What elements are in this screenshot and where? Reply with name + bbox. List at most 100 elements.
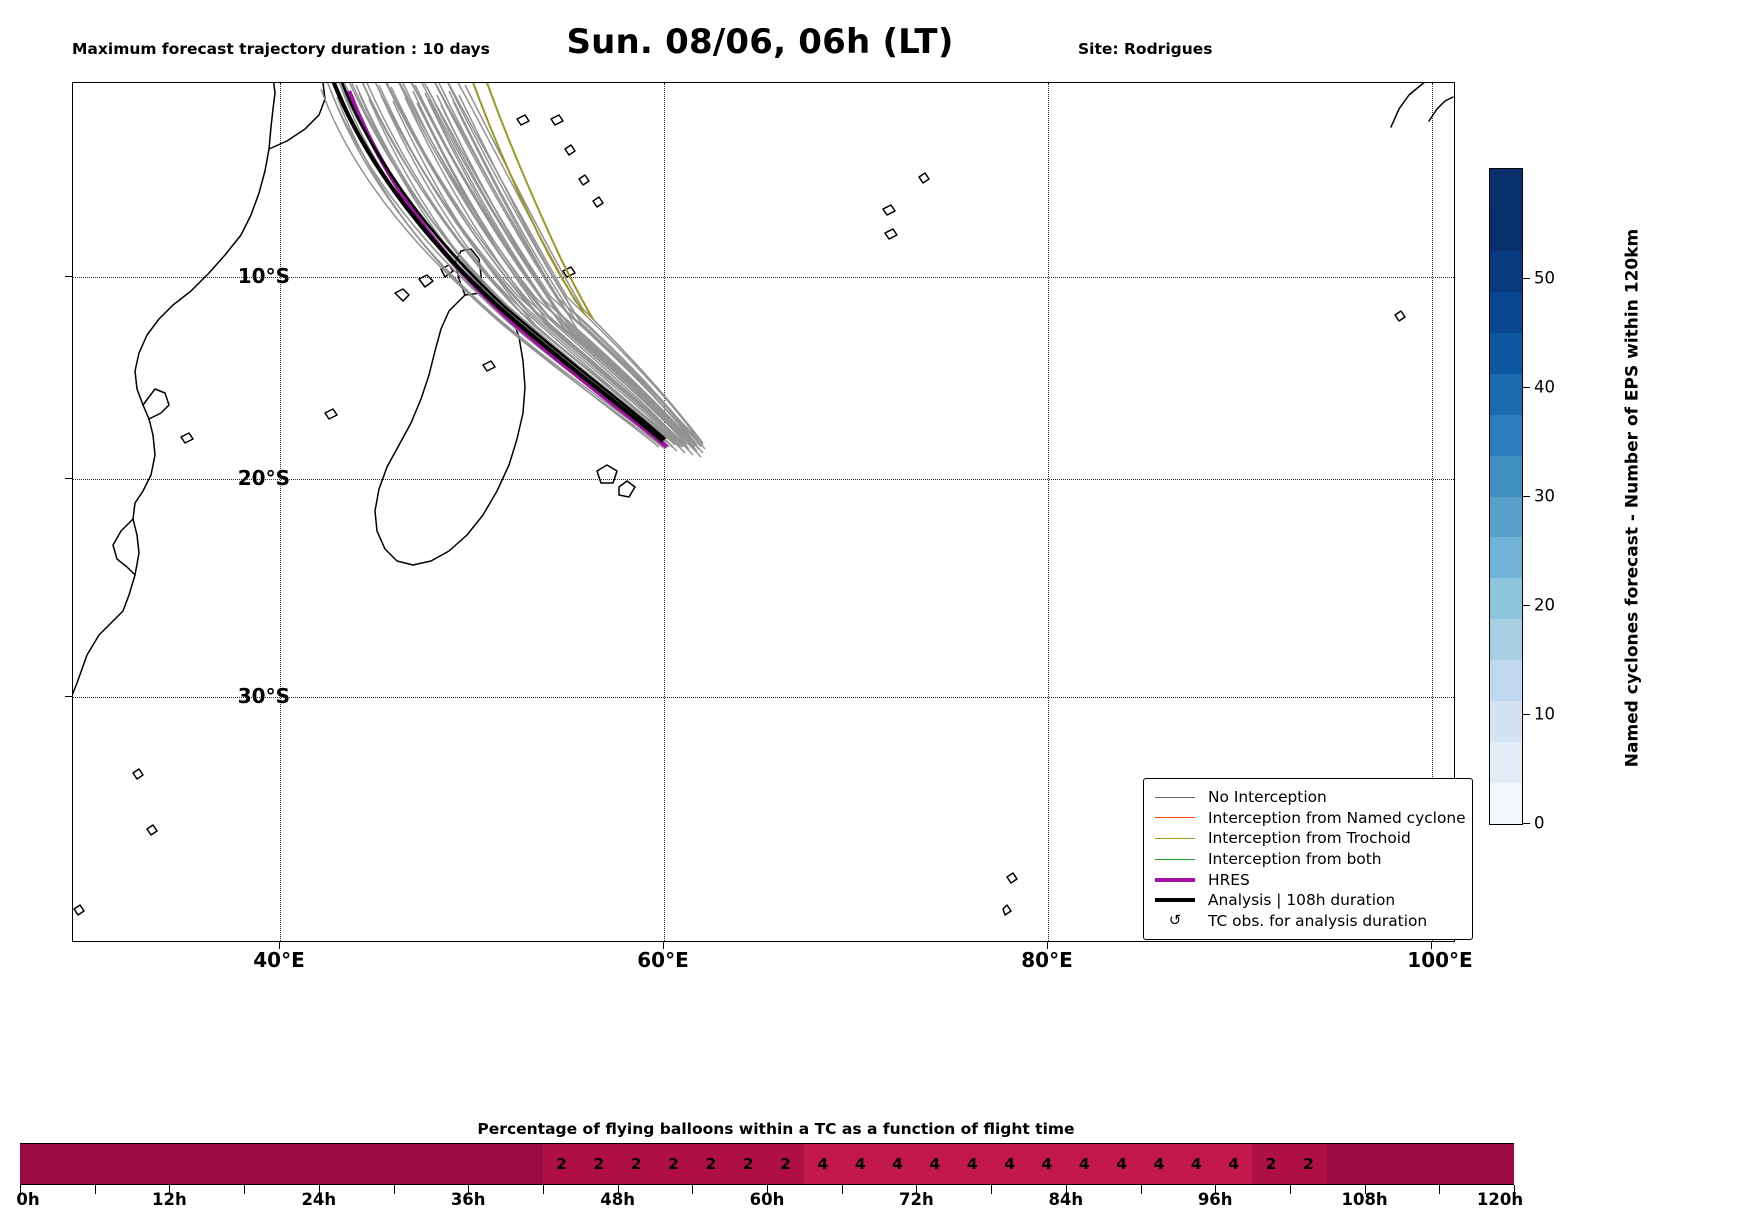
- colorbar-title: Named cyclones forecast - Number of EPS …: [1622, 228, 1643, 768]
- tick-lon-40e: [279, 942, 280, 949]
- axis-label-lon-60e: 60°E: [637, 948, 689, 972]
- percentage-tick: [318, 1185, 320, 1194]
- legend-swatch-no-interception: [1152, 796, 1198, 798]
- colorbar-band-2: [1490, 250, 1522, 292]
- colorbar-band-8: [1490, 496, 1522, 538]
- colorbar-label-50: 50: [1534, 268, 1555, 288]
- tick-lon-80e: [1047, 942, 1048, 949]
- legend-label-tc-obs: TC obs. for analysis duration: [1208, 911, 1428, 930]
- legend-swatch-both: [1152, 858, 1198, 860]
- trajectory-layer: [320, 83, 706, 458]
- legend-item-analysis[interactable]: Analysis | 108h duration: [1152, 890, 1462, 911]
- percentage-cell: [468, 1144, 506, 1184]
- legend-item-named-cyclone[interactable]: Interception from Named cyclone: [1152, 808, 1466, 829]
- percentage-cell: [94, 1144, 133, 1184]
- page-title: Sun. 08/06, 06h (LT): [566, 22, 954, 62]
- legend-item-both[interactable]: Interception from both: [1152, 849, 1462, 870]
- percentage-cell: 4: [1102, 1144, 1141, 1184]
- percentage-cell: 2: [766, 1144, 805, 1184]
- percentage-axis-label: 24h: [301, 1190, 337, 1209]
- percentage-cell: 4: [841, 1144, 879, 1184]
- percentage-cell: [1364, 1144, 1402, 1184]
- cyclone-marker-icon: ↺: [1168, 911, 1182, 930]
- colorbar-band-0: [1490, 169, 1522, 210]
- percentage-cell: [430, 1144, 469, 1184]
- percentage-tick: [94, 1185, 96, 1194]
- colorbar-tick-0: [1523, 823, 1530, 824]
- colorbar-tick-50: [1523, 278, 1530, 279]
- percentage-cell: [281, 1144, 319, 1184]
- legend-label-both: Interception from both: [1208, 850, 1382, 869]
- colorbar-band-1: [1490, 209, 1522, 251]
- percentage-cell: 2: [692, 1144, 730, 1184]
- tick-lat-20s: [65, 478, 72, 479]
- colorbar-band-13: [1490, 701, 1522, 743]
- percentage-tick: [1439, 1185, 1441, 1194]
- percentage-cell: 2: [1252, 1144, 1290, 1184]
- percentage-axis-label: 96h: [1197, 1190, 1233, 1209]
- axis-label-lon-100e: 100°E: [1407, 948, 1473, 972]
- percentage-axis-label: 48h: [600, 1190, 635, 1209]
- percentage-cell: [132, 1144, 170, 1184]
- colorbar[interactable]: [1489, 168, 1523, 825]
- percentage-cell: 4: [1140, 1144, 1178, 1184]
- axis-label-lat-30s: 30°S: [237, 684, 290, 708]
- legend-item-hres[interactable]: HRES: [1152, 869, 1462, 890]
- legend-label-hres: HRES: [1208, 870, 1250, 889]
- axis-label-lon-80e: 80°E: [1021, 948, 1073, 972]
- percentage-cell: [393, 1144, 431, 1184]
- percentage-tick: [1065, 1185, 1067, 1194]
- percentage-axis-label: 12h: [152, 1190, 187, 1209]
- colorbar-tick-20: [1523, 605, 1530, 606]
- percentage-tick: [169, 1185, 171, 1194]
- colorbar-band-12: [1490, 660, 1522, 702]
- percentage-cell: [1401, 1144, 1440, 1184]
- gridline-lon-80: [1048, 83, 1049, 941]
- colorbar-band-7: [1490, 455, 1522, 497]
- colorbar-label-10: 10: [1534, 704, 1555, 724]
- colorbar-band-5: [1490, 373, 1522, 415]
- axis-label-lon-40e: 40°E: [253, 948, 305, 972]
- map-canvas: [73, 83, 1454, 941]
- percentage-bar-title: Percentage of flying balloons within a T…: [477, 1120, 1075, 1138]
- legend-item-tc-obs[interactable]: ↺ TC obs. for analysis duration: [1152, 911, 1462, 932]
- map-legend[interactable]: No Interception Interception from Named …: [1143, 778, 1473, 941]
- percentage-axis-label: 36h: [450, 1190, 486, 1209]
- percentage-cell: [206, 1144, 245, 1184]
- colorbar-band-15: [1490, 783, 1522, 824]
- percentage-cell: [1476, 1144, 1514, 1184]
- percentage-tick: [1364, 1185, 1366, 1194]
- legend-swatch-analysis: [1152, 898, 1198, 903]
- percentage-cell: 4: [1215, 1144, 1253, 1184]
- percentage-cell: 4: [990, 1144, 1029, 1184]
- percentage-cell: 4: [804, 1144, 842, 1184]
- legend-label-no-interception: No Interception: [1208, 788, 1327, 807]
- legend-swatch-hres: [1152, 877, 1198, 882]
- colorbar-band-10: [1490, 578, 1522, 620]
- percentage-cell: 4: [878, 1144, 917, 1184]
- percentage-cell: [244, 1144, 282, 1184]
- percentage-cell: 2: [1289, 1144, 1328, 1184]
- colorbar-band-3: [1490, 291, 1522, 333]
- header-left-line-1: Maximum forecast trajectory duration : 1…: [72, 40, 490, 59]
- colorbar-label-20: 20: [1534, 595, 1555, 615]
- gridline-lat-30s: [73, 697, 1454, 698]
- percentage-cell: [169, 1144, 207, 1184]
- percentage-tick: [1514, 1185, 1515, 1194]
- axis-label-lat-10s: 10°S: [237, 264, 290, 288]
- percentage-cell: 4: [953, 1144, 991, 1184]
- percentage-cell: [318, 1144, 357, 1184]
- percentage-tick: [991, 1185, 993, 1194]
- gridline-lat-20s: [73, 479, 1454, 480]
- colorbar-band-14: [1490, 742, 1522, 784]
- gridline-lon-40: [280, 83, 281, 941]
- percentage-cell: [1439, 1144, 1477, 1184]
- tick-lat-30s: [65, 696, 72, 697]
- site-line: Site: Rodrigues: [1078, 40, 1213, 59]
- colorbar-label-40: 40: [1534, 377, 1555, 397]
- colorbar-band-4: [1490, 332, 1522, 374]
- colorbar-tick-10: [1523, 714, 1530, 715]
- legend-item-trochoid[interactable]: Interception from Trochoid: [1152, 828, 1462, 849]
- legend-item-no-interception[interactable]: No Interception: [1152, 787, 1462, 808]
